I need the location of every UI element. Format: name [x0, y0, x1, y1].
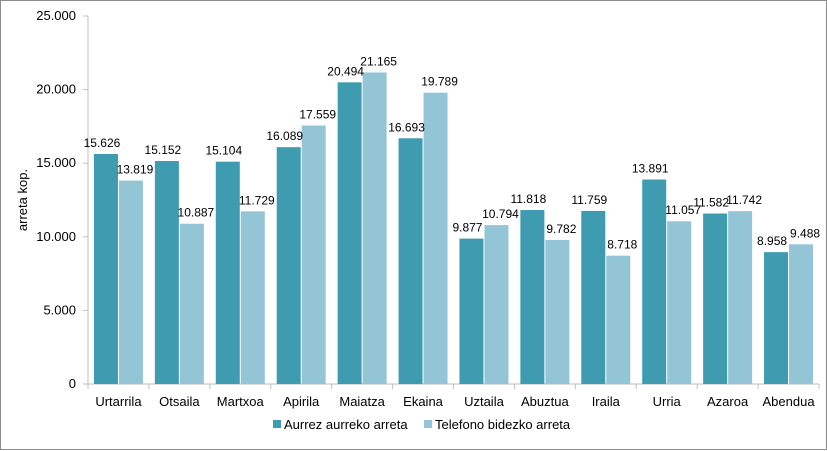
bar-telefono [484, 225, 509, 384]
bar-aurrez-aurreko [459, 238, 484, 384]
bar-telefono [667, 221, 692, 384]
y-axis-title: arreta kop. [15, 169, 30, 231]
data-label: 9.877 [452, 221, 482, 235]
data-label: 11.582 [693, 196, 729, 210]
data-label: 8.718 [607, 238, 637, 252]
bars-layer [93, 72, 814, 385]
x-tick-label: Abuztua [521, 394, 569, 409]
data-label: 11.729 [239, 193, 275, 207]
data-label: 19.789 [421, 75, 458, 89]
legend: Aurrez aurreko arreta Telefono bidezko ar… [273, 417, 571, 432]
data-label: 21.165 [360, 54, 397, 68]
data-label: 8.958 [757, 234, 787, 248]
y-tick-label: 15.000 [36, 155, 76, 170]
bar-telefono [606, 255, 631, 384]
data-labels-layer: 15.626 15.152 15.104 16.089 20.494 16.693 9.87… [84, 54, 821, 251]
data-label: 16.693 [388, 120, 425, 134]
bar-aurrez-aurreko [764, 252, 789, 384]
bar-aurrez-aurreko [93, 153, 118, 384]
bar-telefono [423, 92, 448, 384]
data-label: 10.794 [482, 207, 519, 221]
bar-aurrez-aurreko [520, 210, 545, 384]
data-label: 11.818 [510, 192, 546, 206]
bar-aurrez-aurreko [398, 138, 423, 384]
data-label: 11.759 [571, 193, 607, 207]
bar-aurrez-aurreko [215, 161, 240, 384]
x-tick-label: Azaroa [707, 394, 749, 409]
y-tick-label: 10.000 [36, 229, 76, 244]
bar-telefono [118, 180, 143, 384]
data-label: 15.104 [205, 144, 242, 158]
x-tick-label: Iraila [592, 394, 621, 409]
data-label: 16.089 [266, 129, 303, 143]
data-label: 13.819 [117, 163, 154, 177]
x-tick-label: Maiatza [339, 394, 385, 409]
x-tick-label: Apirila [283, 394, 320, 409]
data-label: 15.152 [145, 143, 182, 157]
x-tick-label: Urtarrila [95, 394, 142, 409]
y-tick-label: 0 [69, 376, 76, 391]
x-tick-label: Urria [653, 394, 682, 409]
bar-telefono [545, 240, 570, 384]
legend-swatch [273, 420, 281, 428]
data-label: 17.559 [299, 108, 336, 122]
bar-telefono [301, 125, 326, 384]
x-tick-label: Otsaila [159, 394, 200, 409]
x-tick-label: Martxoa [217, 394, 265, 409]
legend-label: Telefono bidezko arreta [435, 417, 571, 432]
legend-swatch [424, 420, 432, 428]
bar-aurrez-aurreko [337, 82, 362, 385]
bar-telefono [362, 72, 387, 384]
bar-telefono [728, 211, 753, 384]
data-label: 10.887 [178, 206, 215, 220]
data-label: 9.782 [546, 222, 576, 236]
data-label: 11.742 [726, 193, 762, 207]
bar-aurrez-aurreko [703, 213, 728, 384]
bar-telefono [789, 244, 814, 384]
x-tick-label: Ekaina [403, 394, 444, 409]
bar-telefono [240, 211, 265, 384]
x-tick-label: Abendua [763, 394, 816, 409]
y-tick-label: 5.000 [43, 302, 76, 317]
x-tick-label: Uztaila [464, 394, 505, 409]
y-tick-label: 20.000 [36, 82, 76, 97]
y-tick-label: 25.000 [36, 8, 76, 23]
data-label: 13.891 [632, 162, 669, 176]
bar-aurrez-aurreko [642, 179, 667, 384]
axis-layer: 0 5.000 10.000 15.000 20.000 25.000 Urtarrila O… [36, 8, 820, 409]
bar-aurrez-aurreko [276, 147, 301, 384]
bar-telefono [179, 223, 204, 384]
bar-aurrez-aurreko [581, 210, 606, 384]
data-label: 11.057 [665, 203, 701, 217]
data-label: 15.626 [84, 136, 121, 150]
data-label: 20.494 [327, 64, 364, 78]
legend-label: Aurrez aurreko arreta [284, 417, 408, 432]
bar-aurrez-aurreko [154, 160, 179, 384]
data-label: 9.488 [790, 226, 820, 240]
